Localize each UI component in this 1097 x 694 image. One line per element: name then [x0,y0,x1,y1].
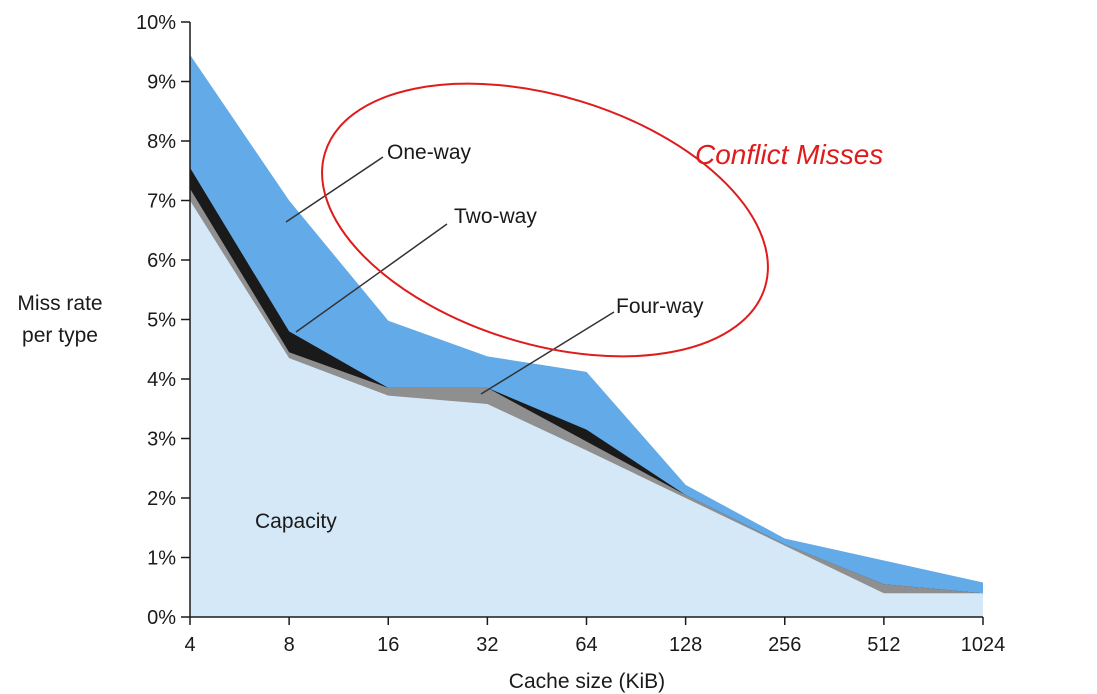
y-tick-label: 3% [147,429,176,451]
y-tick-label: 10% [136,12,176,34]
y-axis-title-line-2: per type [22,324,98,347]
y-tick-label: 0% [147,607,176,629]
x-tick-label: 256 [768,634,801,656]
y-tick-label: 9% [147,72,176,94]
conflict-misses-label: Conflict Misses [695,139,883,170]
two-way-label: Two-way [454,205,537,228]
x-tick-label: 512 [867,634,900,656]
conflict-misses-ellipse [321,82,769,358]
y-tick-label: 4% [147,369,176,391]
y-tick-label: 2% [147,488,176,510]
x-tick-label: 64 [575,634,597,656]
y-tick-label: 8% [147,131,176,153]
y-tick-label: 6% [147,250,176,272]
y-tick-label: 1% [147,548,176,570]
one-way-leader-line [285,156,384,223]
x-tick-label: 4 [184,634,195,656]
stacked-area-layers [190,54,983,618]
x-tick-label: 16 [377,634,399,656]
y-axis-ticks: 0% 1% 2% 3% 4% 5% 6% 7% 8% 9% 10% [136,12,190,629]
x-axis-ticks: 4 8 16 32 64 128 256 512 1024 [184,617,1005,656]
x-axis-title: Cache size (KiB) [509,670,665,693]
four-way-leader-line [480,311,615,395]
y-axis-title-line-1: Miss rate [17,292,102,315]
four-way-label: Four-way [616,295,704,318]
capacity-label: Capacity [255,510,337,533]
x-tick-label: 32 [476,634,498,656]
x-tick-label: 1024 [961,634,1006,656]
annotations: One-way Two-way Four-way Capacity Confli… [255,82,883,533]
one-way-label: One-way [387,141,472,164]
y-tick-label: 7% [147,191,176,213]
x-tick-label: 128 [669,634,702,656]
two-way-leader-line [295,223,448,333]
x-tick-label: 8 [284,634,295,656]
area-capacity [190,200,983,617]
y-tick-label: 5% [147,310,176,332]
